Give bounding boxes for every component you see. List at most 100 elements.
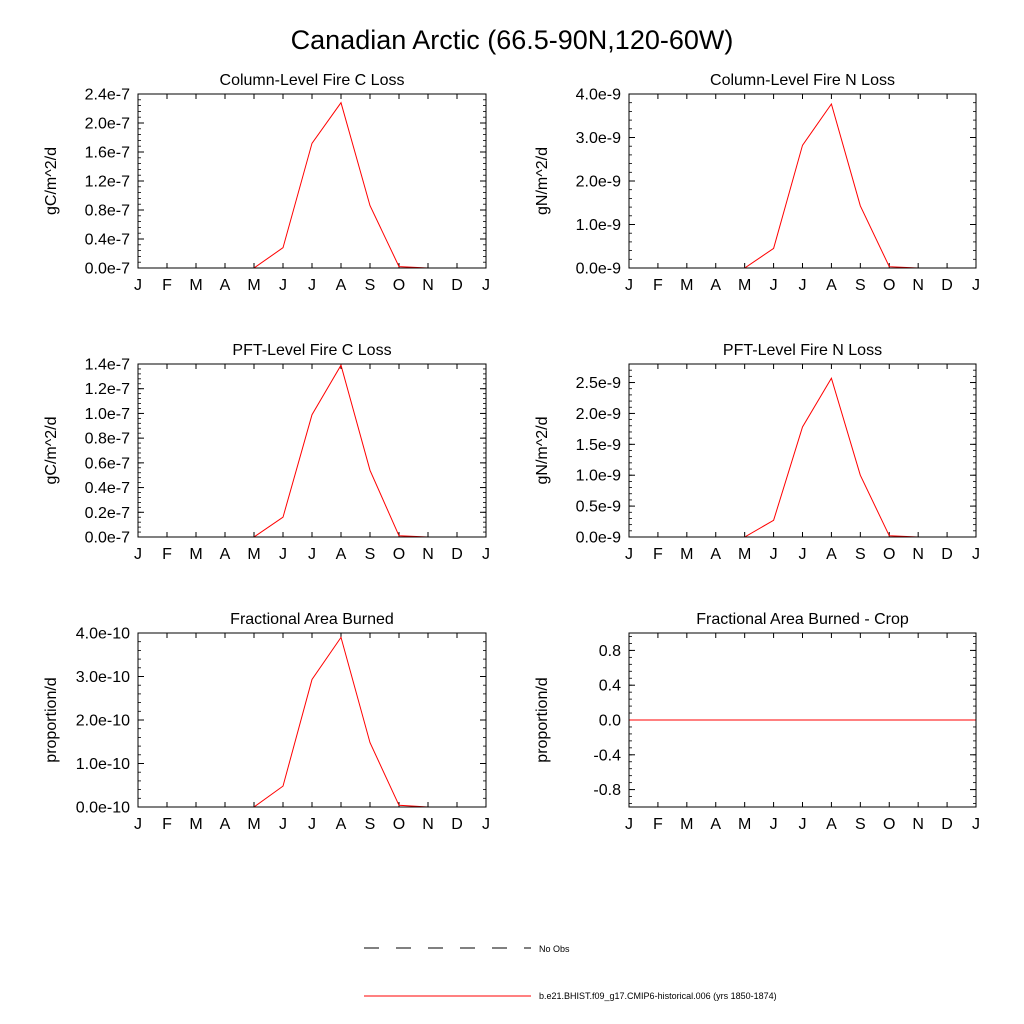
x-tick-label: J: [279, 277, 287, 294]
x-tick-label: A: [220, 816, 231, 833]
x-tick-label: O: [883, 546, 895, 563]
x-tick-label: J: [799, 277, 807, 294]
x-tick-label: M: [189, 277, 202, 294]
y-tick-label: 2.4e-7: [85, 87, 130, 104]
x-tick-label: A: [336, 816, 347, 833]
x-tick-label: M: [247, 546, 260, 563]
y-tick-label: 0.5e-9: [576, 499, 621, 516]
x-tick-label: J: [134, 816, 142, 833]
y-axis-label: proportion/d: [534, 677, 551, 762]
y-tick-label: 0.8: [599, 643, 621, 660]
y-tick-label: 0.0e-10: [76, 800, 130, 817]
y-tick-label: 2.0e-9: [576, 174, 621, 191]
x-tick-label: A: [710, 277, 721, 294]
y-tick-label: 0.0: [599, 713, 621, 730]
y-axis-label: gN/m^2/d: [534, 147, 551, 215]
x-tick-label: J: [625, 816, 633, 833]
x-tick-label: J: [482, 277, 490, 294]
x-tick-label: J: [972, 816, 980, 833]
panel-title: Column-Level Fire N Loss: [710, 72, 895, 89]
x-tick-label: A: [710, 816, 721, 833]
x-tick-label: M: [189, 816, 202, 833]
x-tick-label: N: [422, 277, 434, 294]
x-tick-label: J: [308, 546, 316, 563]
plot-frame: [628, 93, 977, 269]
x-tick-label: A: [826, 546, 837, 563]
x-tick-label: N: [422, 546, 434, 563]
x-tick-label: S: [365, 816, 376, 833]
y-tick-label: 1.0e-9: [576, 217, 621, 234]
series-line: [138, 363, 486, 538]
panel-6: Fractional Area Burned - Crop proportion/…: [534, 611, 980, 833]
x-tick-label: D: [451, 546, 463, 563]
x-tick-label: D: [451, 277, 463, 294]
y-tick-label: 0.8e-7: [85, 203, 130, 220]
y-tick-label: -0.8: [593, 782, 621, 799]
x-tick-label: O: [393, 816, 405, 833]
x-tick-label: J: [972, 546, 980, 563]
x-tick-label: F: [653, 277, 663, 294]
y-tick-label: 1.6e-7: [85, 145, 130, 162]
x-tick-label: A: [710, 546, 721, 563]
x-tick-label: O: [393, 546, 405, 563]
x-tick-label: J: [770, 546, 778, 563]
x-tick-label: S: [855, 277, 866, 294]
x-tick-label: M: [738, 277, 751, 294]
y-tick-label: 0.0e-9: [576, 530, 621, 547]
panel-title: PFT-Level Fire C Loss: [232, 342, 391, 359]
y-axis-label: gC/m^2/d: [43, 147, 60, 215]
series-line: [138, 636, 486, 808]
y-tick-label: 0.0e-7: [85, 530, 130, 547]
x-tick-label: J: [799, 816, 807, 833]
x-tick-label: J: [279, 546, 287, 563]
x-tick-label: D: [941, 816, 953, 833]
y-axis-label: proportion/d: [43, 677, 60, 762]
y-tick-label: 3.0e-9: [576, 130, 621, 147]
y-tick-label: -0.4: [593, 747, 621, 764]
panel-title: Fractional Area Burned - Crop: [696, 611, 909, 628]
x-tick-label: M: [247, 816, 260, 833]
x-tick-label: M: [680, 816, 693, 833]
x-tick-label: O: [883, 816, 895, 833]
y-tick-label: 0.0e-7: [85, 261, 130, 278]
x-tick-label: A: [336, 546, 347, 563]
x-tick-label: A: [336, 277, 347, 294]
x-tick-label: M: [680, 277, 693, 294]
y-tick-label: 0.4e-7: [85, 232, 130, 249]
y-tick-label: 3.0e-10: [76, 669, 130, 686]
x-tick-label: N: [912, 277, 924, 294]
panel-title: PFT-Level Fire N Loss: [723, 342, 882, 359]
series-line: [629, 102, 976, 269]
x-tick-label: O: [393, 277, 405, 294]
y-tick-label: 1.2e-7: [85, 174, 130, 191]
x-tick-label: F: [653, 816, 663, 833]
y-tick-label: 1.0e-9: [576, 468, 621, 485]
plot-frame: [628, 632, 977, 808]
x-tick-label: J: [308, 816, 316, 833]
x-tick-label: M: [738, 546, 751, 563]
x-tick-label: F: [162, 816, 172, 833]
x-tick-label: D: [451, 816, 463, 833]
x-tick-label: J: [134, 277, 142, 294]
y-tick-label: 0.4e-7: [85, 480, 130, 497]
legend: No Obs b.e21.BHIST.f09_g17.CMIP6-historic…: [364, 944, 777, 1001]
x-tick-label: S: [855, 816, 866, 833]
y-tick-label: 2.0e-7: [85, 116, 130, 133]
x-tick-label: N: [912, 816, 924, 833]
x-tick-label: M: [189, 546, 202, 563]
x-tick-label: M: [738, 816, 751, 833]
x-tick-label: A: [220, 277, 231, 294]
y-tick-label: 0.2e-7: [85, 505, 130, 522]
x-tick-label: J: [134, 546, 142, 563]
series-line: [138, 101, 486, 269]
plot-frame: [137, 93, 487, 269]
y-tick-label: 1.2e-7: [85, 381, 130, 398]
x-tick-label: S: [855, 546, 866, 563]
panel-title: Fractional Area Burned: [230, 611, 394, 628]
y-tick-label: 0.4: [599, 678, 621, 695]
